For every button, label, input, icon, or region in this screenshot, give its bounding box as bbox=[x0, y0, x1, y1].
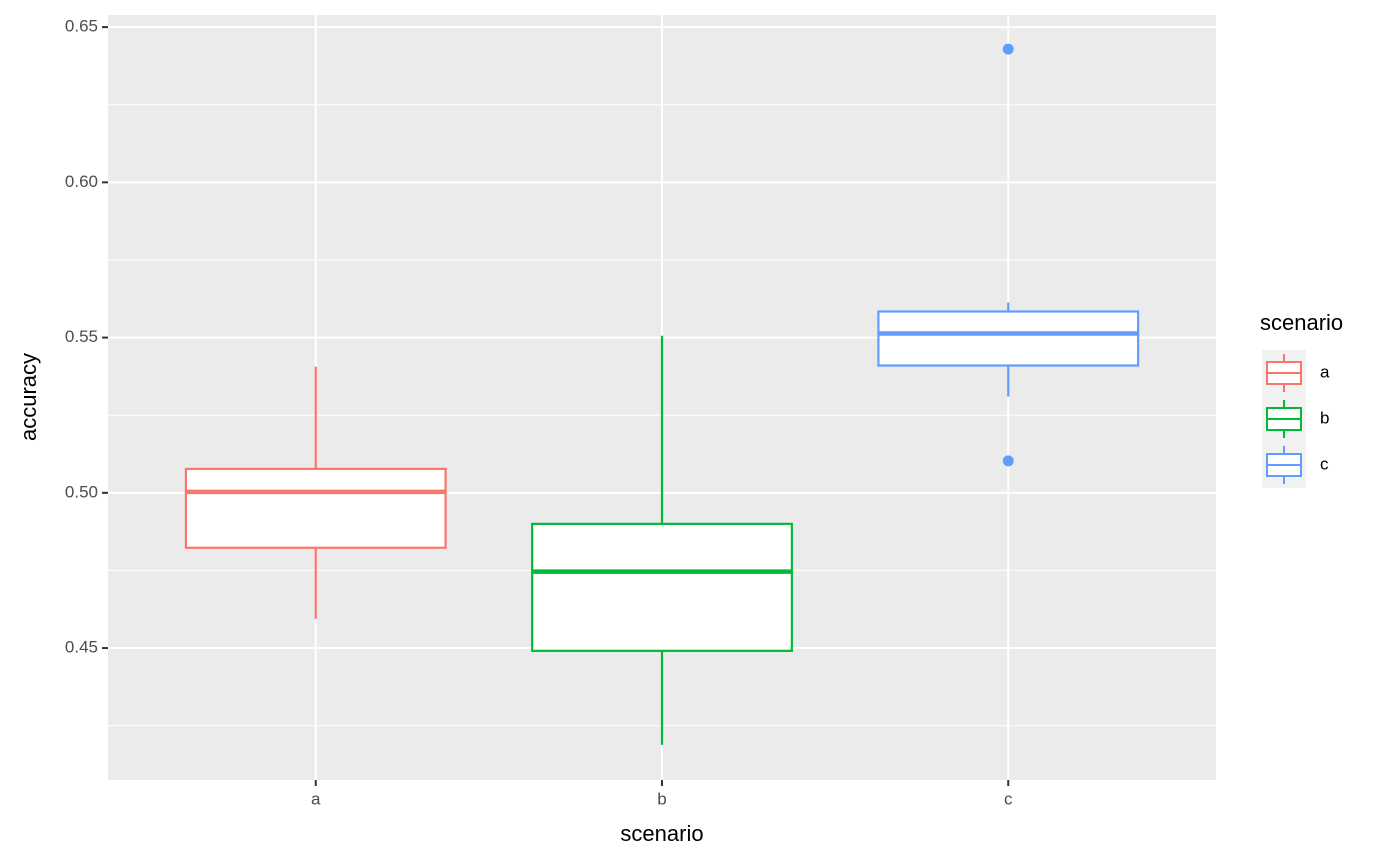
outlier bbox=[1002, 455, 1014, 467]
x-tick-label: b bbox=[657, 789, 666, 808]
x-tick-label: a bbox=[311, 789, 321, 808]
x-axis-title: scenario bbox=[620, 821, 703, 846]
legend-label: c bbox=[1320, 454, 1329, 473]
y-tick-label: 0.50 bbox=[65, 482, 98, 501]
legend-title: scenario bbox=[1260, 310, 1343, 335]
y-axis-title: accuracy bbox=[16, 353, 41, 441]
outlier bbox=[1002, 43, 1014, 55]
box bbox=[877, 310, 1140, 367]
legend-label: b bbox=[1320, 408, 1329, 427]
y-tick-label: 0.55 bbox=[65, 327, 98, 346]
legend-label: a bbox=[1320, 362, 1330, 381]
marks bbox=[184, 43, 1140, 745]
y-tick-label: 0.60 bbox=[65, 172, 98, 191]
box bbox=[184, 467, 447, 549]
y-tick-label: 0.65 bbox=[65, 17, 98, 36]
box bbox=[531, 522, 793, 652]
x-tick-label: c bbox=[1004, 789, 1013, 808]
y-tick-label: 0.45 bbox=[65, 638, 98, 657]
